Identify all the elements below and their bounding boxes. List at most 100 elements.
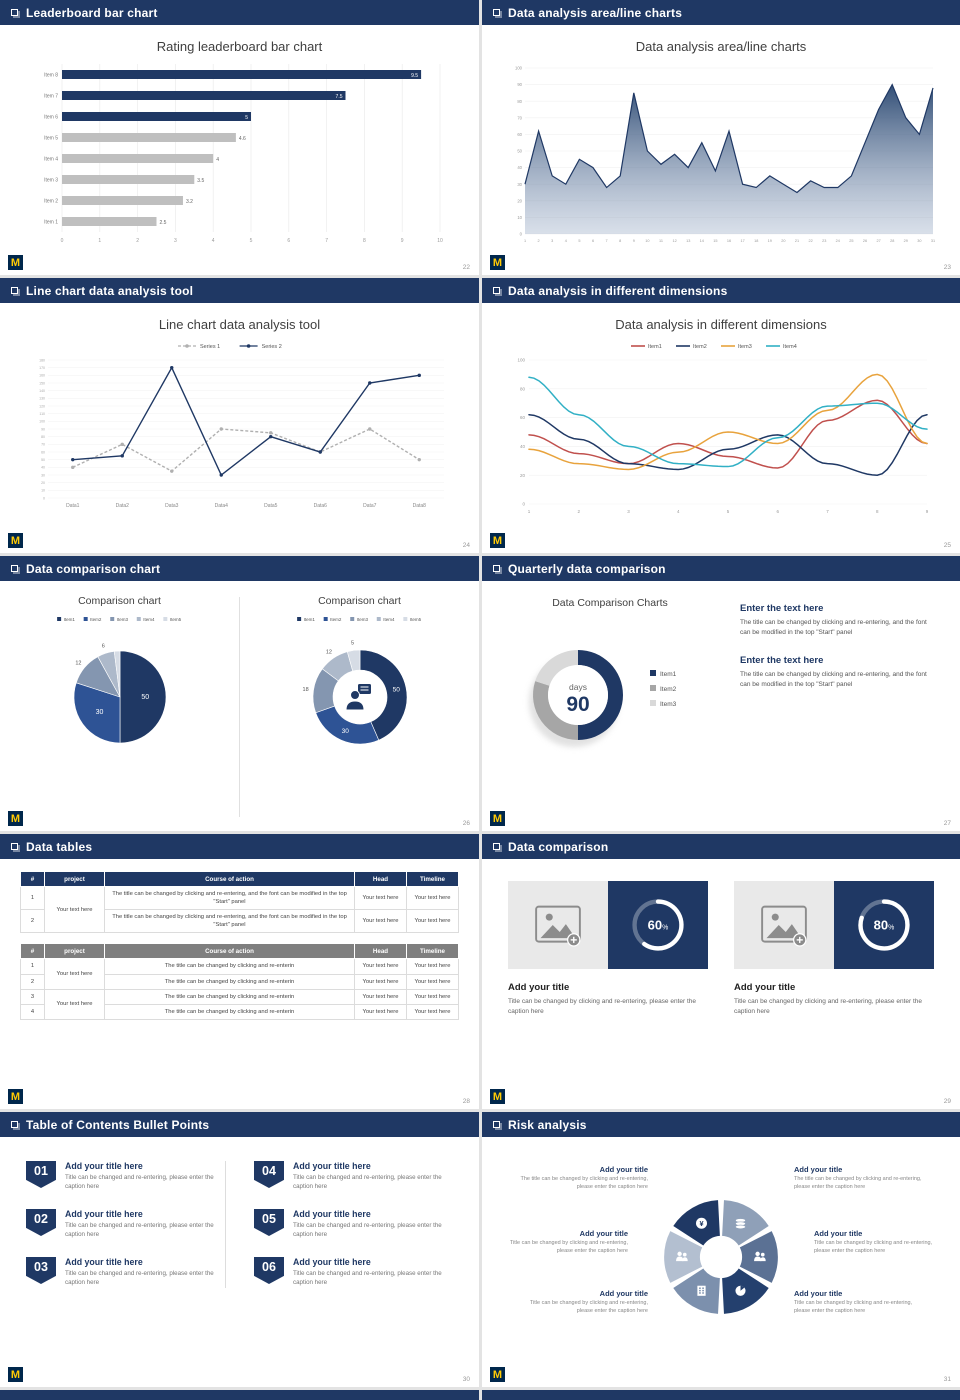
risk-cycle-diagram: ¥ <box>664 1200 778 1314</box>
toc-item: 02 Add your title here Title can be chan… <box>26 1208 225 1240</box>
svg-text:180: 180 <box>39 358 45 362</box>
slide-line-chart-tool[interactable]: Line chart data analysis tool Line chart… <box>0 278 479 553</box>
svg-text:9: 9 <box>633 239 635 243</box>
svg-text:4.6: 4.6 <box>238 136 245 142</box>
svg-text:5: 5 <box>578 239 580 243</box>
table-cell: The title can be changed by clicking and… <box>104 1003 355 1020</box>
slide-multi-dimension-analysis[interactable]: Data analysis in different dimensions Da… <box>482 278 960 553</box>
number-badge: 05 <box>254 1208 284 1236</box>
university-logo: M <box>490 533 505 548</box>
slide-body: 01 Add your title here Title can be chan… <box>0 1137 479 1387</box>
svg-text:21: 21 <box>795 239 799 243</box>
slide-leaderboard-bar-chart[interactable]: Leaderboard bar chart Rating leaderboard… <box>0 0 479 275</box>
risk-caption: The title can be changed by clicking and… <box>794 1176 922 1190</box>
line-chart: Series 1 Series 2 0 10 20 30 40 50 60 70 80 90 100 11… <box>39 344 444 509</box>
toc-title: Add your title here <box>293 1208 371 1219</box>
next-slide-header-partial <box>0 1390 479 1400</box>
svg-text:Item4: Item4 <box>383 617 395 622</box>
slide-header-title: Data comparison chart <box>26 561 161 576</box>
col-header: project <box>44 871 105 887</box>
risk-title: Add your title <box>579 1229 628 1238</box>
list-square-icon <box>493 565 500 572</box>
risk-block: Add your title Title can be changed by c… <box>794 1289 926 1315</box>
slide-header: Data comparison chart <box>0 556 479 581</box>
svg-text:9.5: 9.5 <box>411 73 418 79</box>
university-logo: M <box>490 811 505 826</box>
svg-text:10: 10 <box>645 239 649 243</box>
svg-text:Item4: Item4 <box>783 344 797 350</box>
svg-text:Item 7: Item 7 <box>44 94 58 100</box>
card-title: Add your title <box>734 982 796 993</box>
svg-text:9: 9 <box>926 509 929 514</box>
svg-text:Series 1: Series 1 <box>200 344 220 350</box>
svg-text:Data6: Data6 <box>313 503 327 509</box>
table-cell: 1 <box>20 958 45 975</box>
data-table-1: # project Course of action Head Timeline… <box>20 871 459 934</box>
table-row: 3 Your text here The title can be change… <box>20 988 459 1020</box>
table-cell: The title can be changed by clicking and… <box>104 973 355 990</box>
slide-header-title: Leaderboard bar chart <box>26 5 158 20</box>
slide-quarterly-data-comparison[interactable]: Quarterly data comparison Data Compariso… <box>482 556 960 831</box>
svg-text:3: 3 <box>627 509 630 514</box>
svg-text:4: 4 <box>677 509 680 514</box>
toc-caption: Title can be changed and re-entering, pl… <box>293 1269 442 1286</box>
col-header: # <box>20 871 45 887</box>
table-cell: 3 <box>20 988 45 1005</box>
svg-text:27: 27 <box>876 239 880 243</box>
list-square-icon <box>11 9 18 16</box>
risk-caption: Title can be changed by clicking and re-… <box>529 1300 648 1314</box>
logo-letter: M <box>492 534 503 547</box>
list-square-icon <box>11 843 18 850</box>
svg-text:80: 80 <box>520 386 526 391</box>
text-block-title: Enter the text here <box>740 603 824 614</box>
svg-text:24: 24 <box>836 239 840 243</box>
logo-letter: M <box>492 1368 503 1381</box>
page-number: 24 <box>462 542 470 549</box>
svg-text:13: 13 <box>686 239 690 243</box>
svg-text:29: 29 <box>904 239 908 243</box>
logo-letter: M <box>492 1090 503 1103</box>
university-logo: M <box>8 1089 23 1104</box>
svg-text:31: 31 <box>931 239 935 243</box>
table-row: 1 Your text here The title can be change… <box>20 885 459 934</box>
table-cell: 2 <box>20 973 45 990</box>
svg-text:22: 22 <box>808 239 812 243</box>
svg-text:5: 5 <box>350 641 353 647</box>
svg-text:Item 3: Item 3 <box>44 178 58 184</box>
svg-text:6: 6 <box>776 509 779 514</box>
svg-text:120: 120 <box>39 404 45 408</box>
table-cell: Your text here <box>406 1003 459 1020</box>
svg-text:Item 4: Item 4 <box>44 157 58 163</box>
svg-text:18: 18 <box>302 687 308 693</box>
svg-text:90: 90 <box>41 427 45 431</box>
logo-letter: M <box>10 534 21 547</box>
table-cell: 1 <box>20 885 45 911</box>
toc-caption: Title can be changed and re-entering, pl… <box>293 1221 442 1238</box>
col-header: project <box>44 943 105 960</box>
svg-text:4: 4 <box>211 238 214 244</box>
slide-risk-analysis[interactable]: Risk analysis ¥ Add your title The title… <box>482 1112 960 1387</box>
toc-title: Add your title here <box>293 1256 371 1267</box>
number-badge: 06 <box>254 1256 284 1284</box>
progress-ring-60: 60% <box>632 899 684 951</box>
university-logo: M <box>8 255 23 270</box>
svg-text:Item3: Item3 <box>660 701 677 708</box>
svg-text:6: 6 <box>592 239 594 243</box>
col-header: Timeline <box>406 943 459 960</box>
svg-text:2.5: 2.5 <box>159 220 166 226</box>
col-header: Course of action <box>104 871 355 887</box>
slide-data-comparison[interactable]: Data comparison 60% Add your title Title… <box>482 834 960 1109</box>
image-placeholder-box <box>734 881 834 969</box>
number-badge: 02 <box>26 1208 56 1236</box>
slide-table-of-contents[interactable]: Table of Contents Bullet Points 01 Add y… <box>0 1112 479 1387</box>
slide-data-tables[interactable]: Data tables # project Course of action H… <box>0 834 479 1109</box>
table-cell: Your text here <box>44 958 105 990</box>
slide-body: Data analysis in different dimensions It… <box>482 303 960 553</box>
svg-text:8: 8 <box>619 239 621 243</box>
risk-caption: Title can be changed by clicking and re-… <box>814 1240 933 1254</box>
slide-data-comparison-chart[interactable]: Data comparison chart Comparison chart I… <box>0 556 479 831</box>
toc-title: Add your title here <box>65 1161 143 1171</box>
slide-area-line-charts[interactable]: Data analysis area/line charts Data anal… <box>482 0 960 275</box>
svg-text:7.5: 7.5 <box>335 94 342 100</box>
